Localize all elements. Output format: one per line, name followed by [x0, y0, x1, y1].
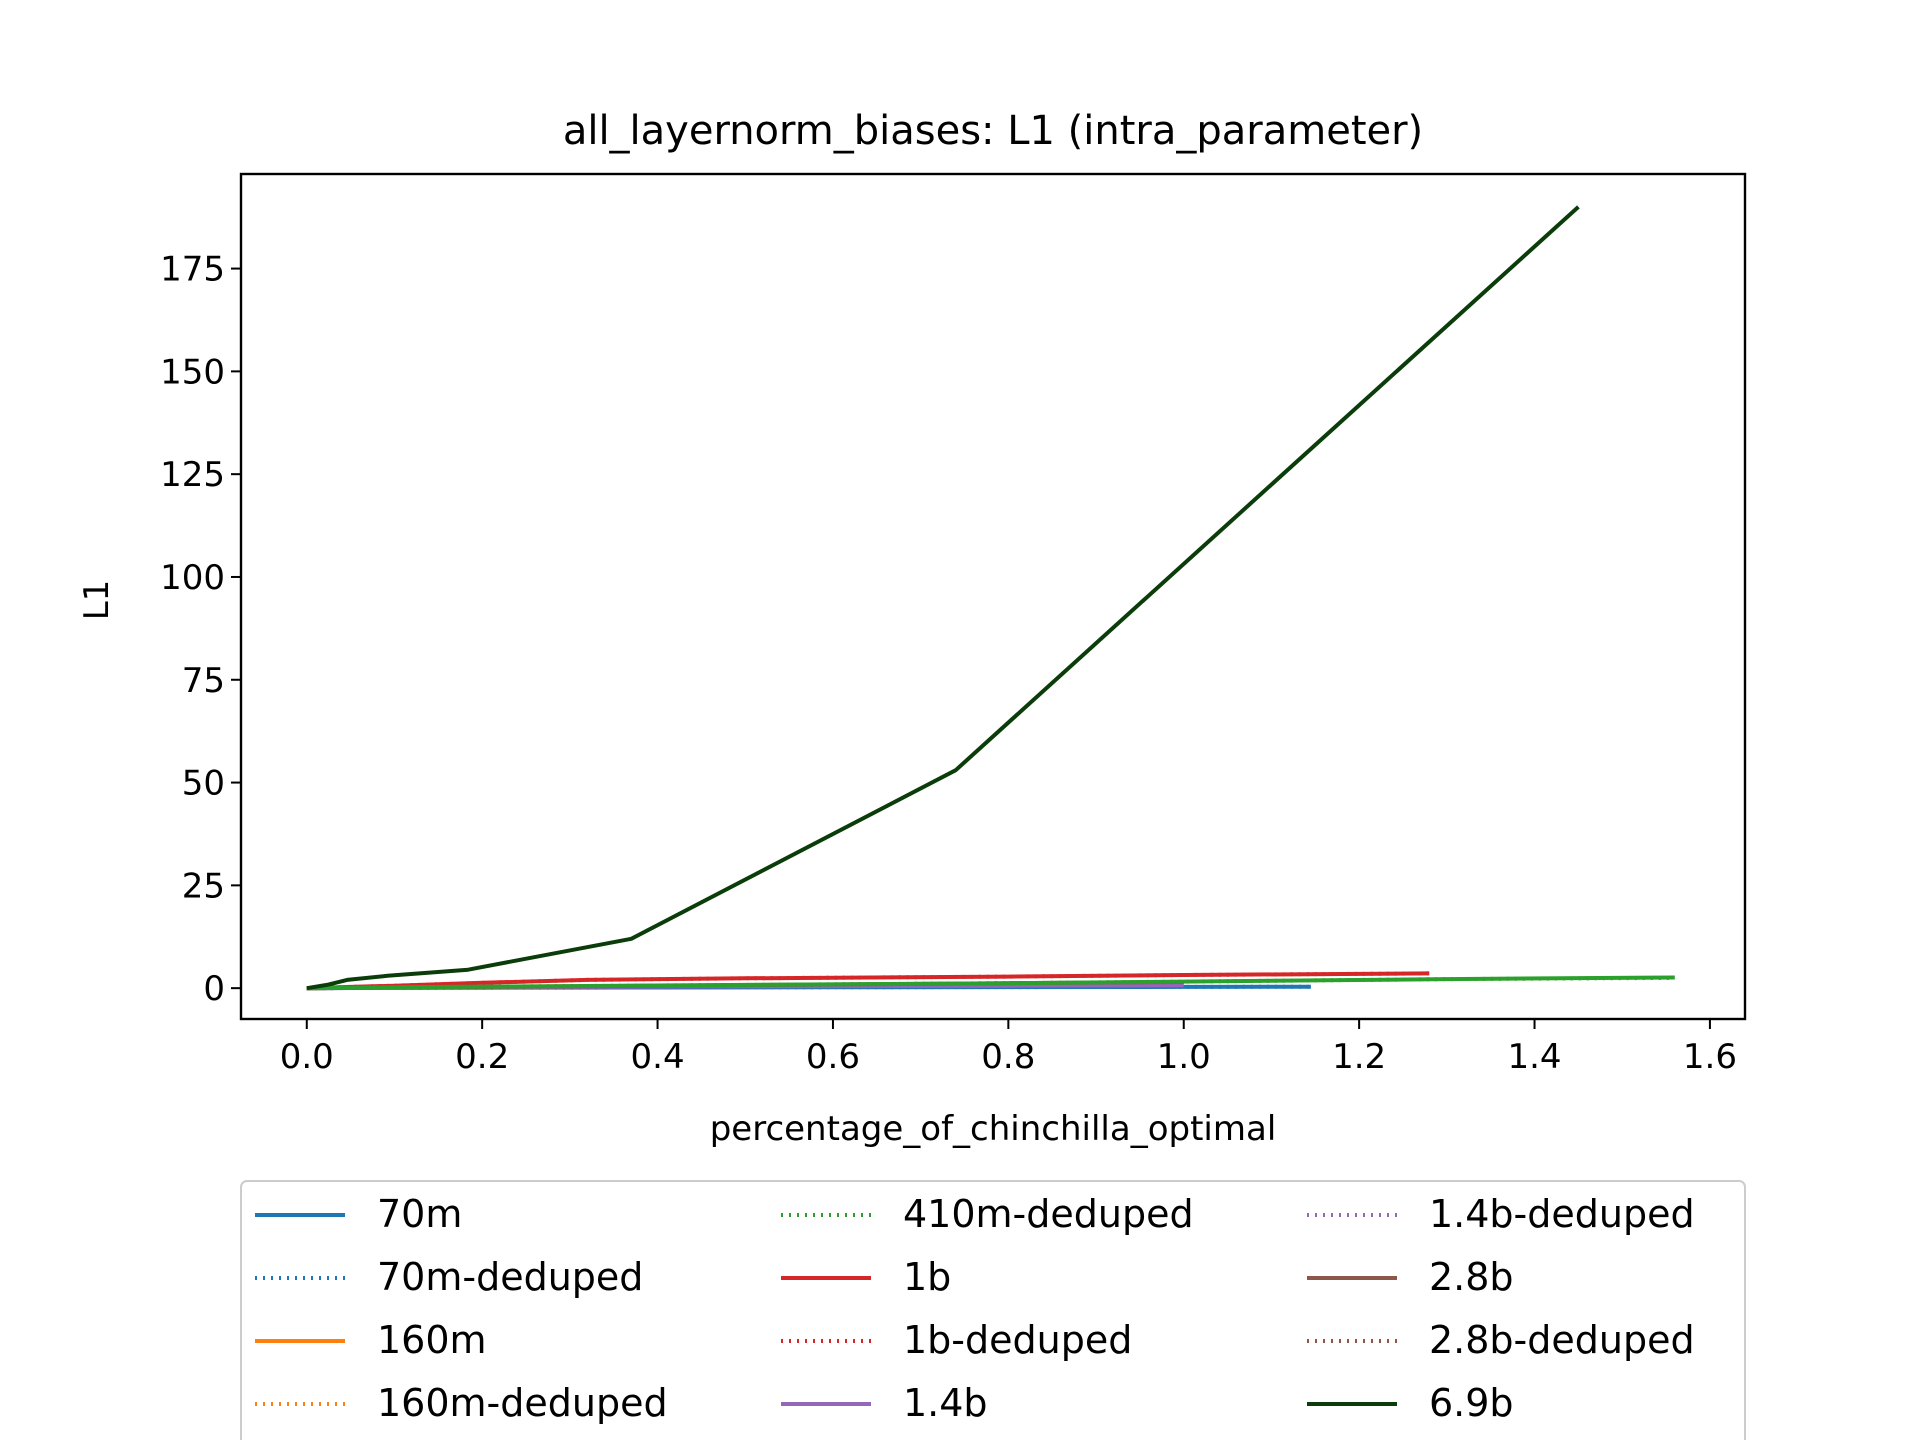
legend-label-1.4b-deduped: 1.4b-deduped: [1429, 1192, 1695, 1236]
legend: 70m 410m-deduped 1.4b-deduped 70m-deduped 1b…: [240, 1180, 1746, 1440]
chart-title: all_layernorm_biases: L1 (intra_paramete…: [563, 108, 1423, 154]
legend-label-70m-deduped: 70m-deduped: [377, 1255, 643, 1299]
series-line-6.9b: [306, 205, 1580, 991]
legend-label-6.9b: 6.9b: [1429, 1381, 1514, 1425]
x-tick-label: 1.0: [1157, 1037, 1211, 1077]
y-axis-label: L1: [77, 580, 117, 621]
legend-label-160m: 160m: [377, 1318, 487, 1362]
legend-label-1b-deduped: 1b-deduped: [903, 1318, 1132, 1362]
y-tick-label: 0: [203, 969, 225, 1009]
y-tick-label: 25: [182, 866, 225, 906]
y-tick-label: 75: [182, 661, 225, 701]
x-tick-label: 0.8: [981, 1037, 1035, 1077]
legend-label-70m: 70m: [377, 1192, 462, 1236]
legend-label-2.8b-deduped: 2.8b-deduped: [1429, 1318, 1695, 1362]
series-line-1b-deduped: [306, 971, 1430, 991]
x-tick-label: 1.6: [1683, 1037, 1737, 1077]
y-tick-label: 100: [160, 558, 225, 598]
series-line-410m: [306, 975, 1675, 991]
y-tick-label: 150: [160, 352, 225, 392]
legend-label-1b: 1b: [903, 1255, 951, 1299]
legend-box: [240, 1180, 1746, 1440]
x-tick-label: 0.0: [280, 1037, 334, 1077]
legend-label-1.4b: 1.4b: [903, 1381, 988, 1425]
legend-label-2.8b: 2.8b: [1429, 1255, 1514, 1299]
x-tick-label: 1.4: [1507, 1037, 1561, 1077]
series-layer: [306, 205, 1675, 991]
x-tick-label: 0.2: [455, 1037, 509, 1077]
plot-frame: [239, 172, 1747, 1021]
x-axis: 0.0 0.2 0.4 0.6 0.8 1.0 1.2 1.4 1.6: [280, 1019, 1737, 1077]
y-axis: 0 25 50 75 100 125 150 175: [160, 250, 241, 1009]
x-axis-label: percentage_of_chinchilla_optimal: [710, 1109, 1277, 1149]
x-tick-label: 1.2: [1332, 1037, 1386, 1077]
legend-label-160m-deduped: 160m-deduped: [377, 1381, 668, 1425]
y-tick-label: 175: [160, 250, 225, 290]
legend-label-410m-deduped: 410m-deduped: [903, 1192, 1194, 1236]
y-tick-label: 50: [182, 764, 225, 804]
x-tick-label: 0.6: [806, 1037, 860, 1077]
y-tick-label: 125: [160, 455, 225, 495]
x-tick-label: 0.4: [631, 1037, 685, 1077]
